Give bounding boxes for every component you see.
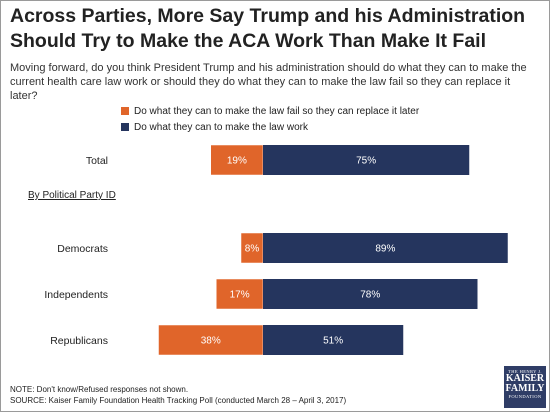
data-label-work-democrats: 89% xyxy=(375,244,395,255)
data-label-work-total: 75% xyxy=(356,156,376,167)
logo-line-3: FAMILY xyxy=(505,383,545,394)
kff-logo: THE HENRY J. KAISER FAMILY FOUNDATION xyxy=(504,366,546,408)
data-label-work-republicans: 51% xyxy=(323,336,343,347)
category-label-independents: Independents xyxy=(44,289,108,301)
logo-line-4: FOUNDATION xyxy=(508,394,542,399)
chart-title: Across Parties, More Say Trump and his A… xyxy=(10,5,526,52)
legend-swatch-fail xyxy=(121,107,129,115)
bar-work-democrats xyxy=(263,233,508,263)
data-label-fail-independents: 17% xyxy=(230,290,250,301)
legend-item-work: Do what they can to make the law work xyxy=(121,119,419,135)
bar-fail-total xyxy=(210,144,264,176)
bar-work-total xyxy=(263,145,470,175)
legend-swatch-work xyxy=(121,123,129,131)
legend-label-work: Do what they can to make the law work xyxy=(134,121,308,133)
bar-work-independents xyxy=(263,279,478,309)
category-label-democrats: Democrats xyxy=(57,243,108,255)
bar-fail-republicans xyxy=(158,324,264,356)
category-label-total: Total xyxy=(86,155,108,167)
bar-fail-independents xyxy=(216,278,264,310)
source-note: SOURCE: Kaiser Family Foundation Health … xyxy=(10,395,347,405)
data-label-fail-republicans: 38% xyxy=(201,336,221,347)
legend-item-fail: Do what they can to make the law fail so… xyxy=(121,103,419,119)
logo-line-2: KAISER xyxy=(505,373,545,384)
party-section-label: By Political Party ID xyxy=(28,190,116,201)
bar-work-republicans xyxy=(263,325,404,355)
data-label-work-independents: 78% xyxy=(360,290,380,301)
data-label-fail-democrats: 8% xyxy=(245,244,260,255)
logo-line-1: THE HENRY J. xyxy=(508,369,542,374)
legend-label-fail: Do what they can to make the law fail so… xyxy=(134,105,420,117)
legend: Do what they can to make the law fail so… xyxy=(121,103,419,135)
survey-question: Moving forward, do you think President T… xyxy=(10,62,527,102)
data-label-fail-total: 19% xyxy=(227,156,247,167)
category-label-republicans: Republicans xyxy=(50,335,108,347)
footnote: NOTE: Don't know/Refused responses not s… xyxy=(10,384,189,394)
